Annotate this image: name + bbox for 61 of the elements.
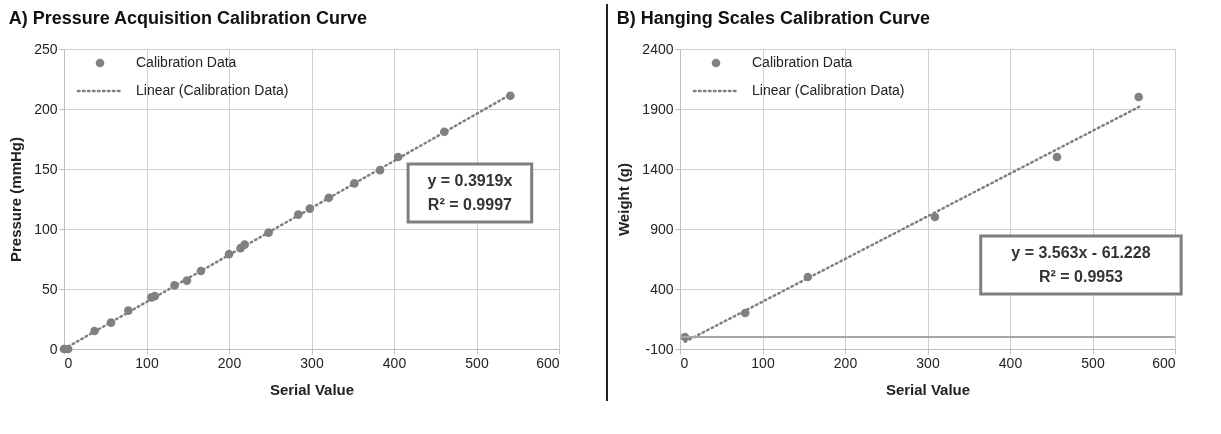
point [350, 179, 359, 188]
point [324, 193, 334, 203]
x-tick-label: 300 [916, 354, 940, 371]
legend-label: Calibration Data [136, 54, 237, 70]
point [264, 228, 273, 237]
y-tick-label: 900 [650, 220, 674, 237]
point [305, 204, 315, 213]
chart-title: B) Hanging Scales Calibration Curve [616, 8, 930, 28]
point [106, 318, 116, 327]
chart-title: A) Pressure Acquisition Calibration Curve [8, 8, 368, 28]
x-tick-label: 400 [382, 354, 407, 371]
y-tick-label: 100 [34, 220, 58, 237]
point [803, 272, 813, 282]
y-axis-title: Weight (g) [615, 162, 633, 237]
point [375, 165, 385, 175]
y-tick-label: 1900 [642, 100, 674, 117]
point [740, 308, 750, 318]
y-axis-title: Pressure (mmHg) [7, 136, 25, 263]
point [1134, 92, 1144, 102]
y-tick-label: 50 [41, 280, 58, 297]
y-tick-label: 400 [650, 280, 674, 297]
point [506, 91, 515, 101]
y-tick-label: 150 [34, 160, 58, 177]
point [293, 210, 303, 219]
point [196, 266, 206, 276]
y-tick-label: 2400 [642, 40, 674, 57]
x-axis-title: Serial Value [269, 380, 355, 398]
legend-label: Linear (Calibration Data) [752, 82, 905, 98]
point [90, 326, 99, 336]
point [182, 276, 192, 285]
x-tick-label: 0 [680, 354, 689, 371]
x-tick-label: 400 [998, 354, 1023, 371]
annotation: R² = 0.9953 [1038, 268, 1124, 285]
x-tick-label: 500 [465, 354, 489, 371]
x-tick-label: 200 [217, 354, 242, 371]
annotation: R² = 0.9997 [427, 196, 513, 213]
legend-label: Calibration Data [752, 54, 853, 70]
point [124, 306, 133, 315]
point [170, 281, 179, 290]
y-tick-label: 250 [34, 40, 58, 57]
annotation: y = 3.563x - 61.228 [1011, 244, 1151, 261]
x-tick-label: 0 [64, 354, 73, 371]
x-tick-label: 600 [1152, 354, 1176, 371]
point [240, 240, 250, 249]
point [393, 152, 403, 162]
x-tick-label: 300 [300, 354, 324, 371]
x-axis-title: Serial Value [885, 380, 971, 398]
x-tick-label: 200 [833, 354, 858, 371]
x-tick-label: 600 [536, 354, 560, 371]
y-tick-label: 0 [49, 340, 58, 357]
point [224, 249, 234, 259]
x-tick-label: 500 [1081, 354, 1105, 371]
legend-label: Linear (Calibration Data) [136, 82, 289, 98]
y-tick-label: 200 [34, 100, 58, 117]
annotation: y = 0.3919x [427, 172, 513, 189]
x-tick-label: 100 [751, 354, 775, 371]
x-tick-label: 100 [135, 354, 159, 371]
y-tick-label: 1400 [642, 160, 674, 177]
point [440, 127, 449, 137]
point [930, 212, 940, 222]
y-tick-label: -100 [645, 340, 674, 357]
